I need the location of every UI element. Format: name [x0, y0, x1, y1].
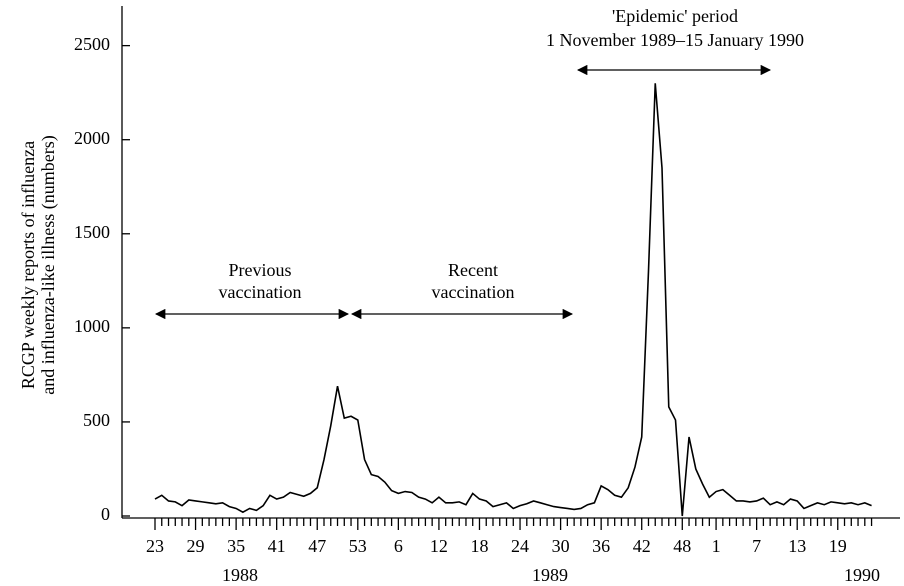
x-tick-label: 18: [470, 536, 488, 556]
y-tick-label: 1500: [74, 222, 110, 242]
x-tick-label: 24: [511, 536, 529, 556]
x-tick-label: 13: [788, 536, 806, 556]
x-tick-label: 35: [227, 536, 245, 556]
x-tick-label: 6: [394, 536, 403, 556]
x-tick-label: 23: [146, 536, 164, 556]
x-tick-label: 53: [349, 536, 367, 556]
year-label: 1988: [222, 565, 258, 585]
x-tick-label: 36: [592, 536, 610, 556]
annotation: Previous: [229, 260, 292, 280]
year-label: 1989: [532, 565, 568, 585]
y-tick-label: 1000: [74, 316, 110, 336]
annotation: 'Epidemic' period: [612, 6, 738, 26]
y-tick-label: 2500: [74, 34, 110, 54]
x-tick-label: 7: [752, 536, 761, 556]
y-tick-label: 0: [101, 504, 110, 524]
annotation: Recent: [448, 260, 498, 280]
x-tick-label: 30: [552, 536, 570, 556]
x-tick-label: 42: [633, 536, 651, 556]
x-tick-label: 47: [308, 536, 326, 556]
y-tick-label: 2000: [74, 128, 110, 148]
x-tick-label: 19: [829, 536, 847, 556]
y-axis-label: and influenza-like illness (numbers): [38, 135, 59, 394]
x-tick-label: 12: [430, 536, 448, 556]
annotation: vaccination: [219, 282, 302, 302]
x-tick-label: 29: [187, 536, 205, 556]
data-line: [154, 83, 872, 517]
annotation: vaccination: [432, 282, 515, 302]
y-tick-label: 500: [83, 410, 110, 430]
y-axis-label: RCGP weekly reports of influenza: [18, 141, 38, 389]
x-tick-label: 41: [268, 536, 286, 556]
annotation: 1 November 1989–15 January 1990: [546, 30, 804, 50]
year-label: 1990: [844, 565, 880, 585]
x-tick-label: 48: [673, 536, 691, 556]
x-tick-label: 1: [712, 536, 721, 556]
